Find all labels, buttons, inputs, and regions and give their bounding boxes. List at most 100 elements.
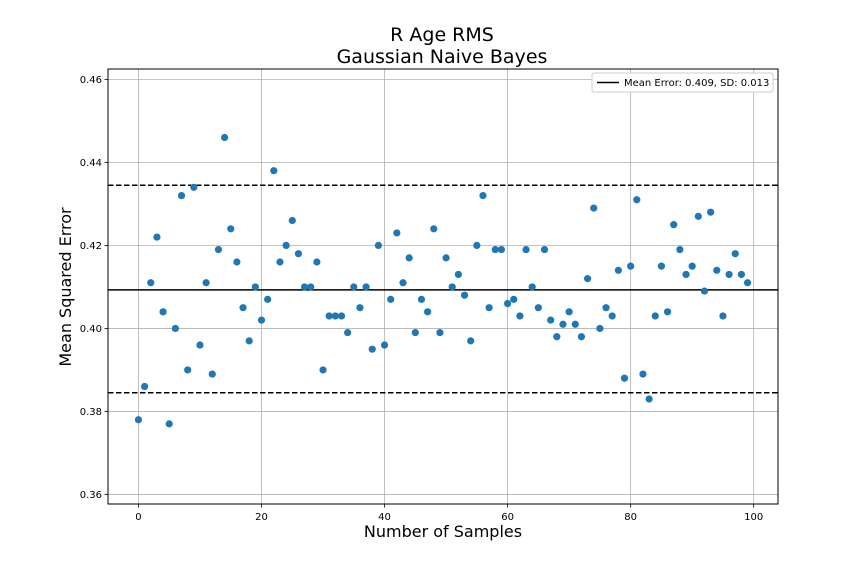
- data-point: [313, 258, 321, 266]
- data-point: [657, 262, 666, 270]
- data-point: [725, 270, 733, 279]
- x-tick-label: 0: [135, 512, 141, 523]
- data-point: [288, 216, 296, 225]
- x-tick-label: 60: [501, 512, 514, 523]
- legend-box: [591, 72, 774, 93]
- data-point: [663, 308, 672, 316]
- plot-frame: [107, 68, 779, 505]
- data-point: [731, 250, 739, 258]
- data-point: [737, 270, 745, 279]
- data-point: [171, 324, 179, 333]
- x-tick-label: 40: [378, 512, 391, 523]
- data-point: [380, 341, 389, 349]
- data-point: [276, 258, 284, 266]
- data-point: [245, 337, 253, 345]
- data-point: [399, 279, 407, 287]
- data-point: [257, 316, 266, 324]
- data-point: [571, 320, 579, 328]
- data-point: [202, 279, 210, 287]
- data-point: [184, 366, 192, 374]
- data-point: [147, 279, 155, 287]
- data-point: [460, 291, 469, 299]
- data-point: [497, 245, 506, 254]
- data-point: [454, 270, 462, 279]
- data-point: [651, 312, 659, 320]
- data-point: [141, 382, 149, 391]
- data-point: [534, 304, 542, 312]
- data-point: [153, 233, 161, 241]
- data-point: [165, 420, 173, 428]
- data-points: [134, 133, 752, 428]
- data-point: [214, 245, 223, 254]
- data-point: [362, 283, 370, 291]
- x-axis-ticks: 0 20 40 60 80 100: [135, 504, 763, 523]
- data-point: [540, 245, 549, 254]
- data-point: [565, 308, 573, 316]
- data-point: [300, 283, 309, 291]
- data-point: [350, 283, 358, 291]
- y-tick-label: 0.42: [80, 241, 102, 252]
- data-point: [688, 262, 696, 270]
- data-point: [177, 191, 186, 200]
- y-tick-label: 0.46: [80, 75, 102, 86]
- data-point: [645, 395, 653, 403]
- data-point: [270, 167, 278, 175]
- data-point: [583, 275, 592, 283]
- data-point: [417, 295, 426, 303]
- data-point: [522, 245, 530, 254]
- data-point: [707, 208, 715, 216]
- data-point: [700, 287, 709, 295]
- data-point: [682, 270, 690, 279]
- data-point: [448, 283, 456, 291]
- data-point: [473, 241, 481, 250]
- y-axis-title: Mean Squared Error: [56, 207, 75, 367]
- data-point: [676, 245, 684, 254]
- data-point: [516, 312, 524, 320]
- y-tick-label: 0.44: [80, 158, 102, 169]
- data-point: [719, 312, 727, 320]
- x-tick-label: 80: [624, 512, 637, 523]
- x-tick-label: 20: [255, 512, 268, 523]
- grid-lines: [108, 69, 778, 504]
- y-tick-label: 0.38: [80, 407, 102, 418]
- data-point: [577, 333, 586, 341]
- data-point: [479, 191, 487, 200]
- data-point: [411, 328, 419, 337]
- data-point: [368, 345, 376, 353]
- data-point: [608, 312, 616, 320]
- data-point: [239, 304, 247, 312]
- data-point: [227, 225, 235, 233]
- data-point: [220, 133, 229, 142]
- data-point: [264, 295, 272, 303]
- y-tick-label: 0.36: [80, 490, 102, 501]
- data-point: [596, 324, 604, 333]
- data-point: [337, 312, 346, 320]
- data-point: [319, 366, 327, 374]
- data-point: [430, 225, 438, 233]
- data-point: [331, 312, 339, 320]
- data-point: [424, 308, 432, 316]
- data-point: [436, 328, 444, 337]
- data-point: [743, 279, 752, 287]
- data-point: [467, 337, 475, 345]
- data-point: [405, 254, 413, 262]
- data-point: [134, 416, 143, 424]
- data-point: [442, 254, 450, 262]
- data-point: [491, 245, 499, 254]
- y-axis-ticks: 0.36 0.38 0.40 0.42 0.44 0.46: [80, 75, 108, 501]
- reference-lines: [108, 184, 778, 394]
- data-point: [393, 229, 401, 237]
- data-point: [294, 250, 303, 258]
- chart-subtitle: Gaussian Naive Bayes: [337, 46, 548, 68]
- data-point: [344, 328, 352, 337]
- data-point: [356, 304, 364, 312]
- data-point: [670, 221, 678, 229]
- data-point: [233, 258, 241, 266]
- data-point: [633, 196, 641, 204]
- data-point: [694, 212, 702, 220]
- data-point: [504, 299, 512, 308]
- data-point: [639, 370, 647, 378]
- y-tick-label: 0.40: [80, 324, 102, 335]
- data-point: [559, 320, 567, 328]
